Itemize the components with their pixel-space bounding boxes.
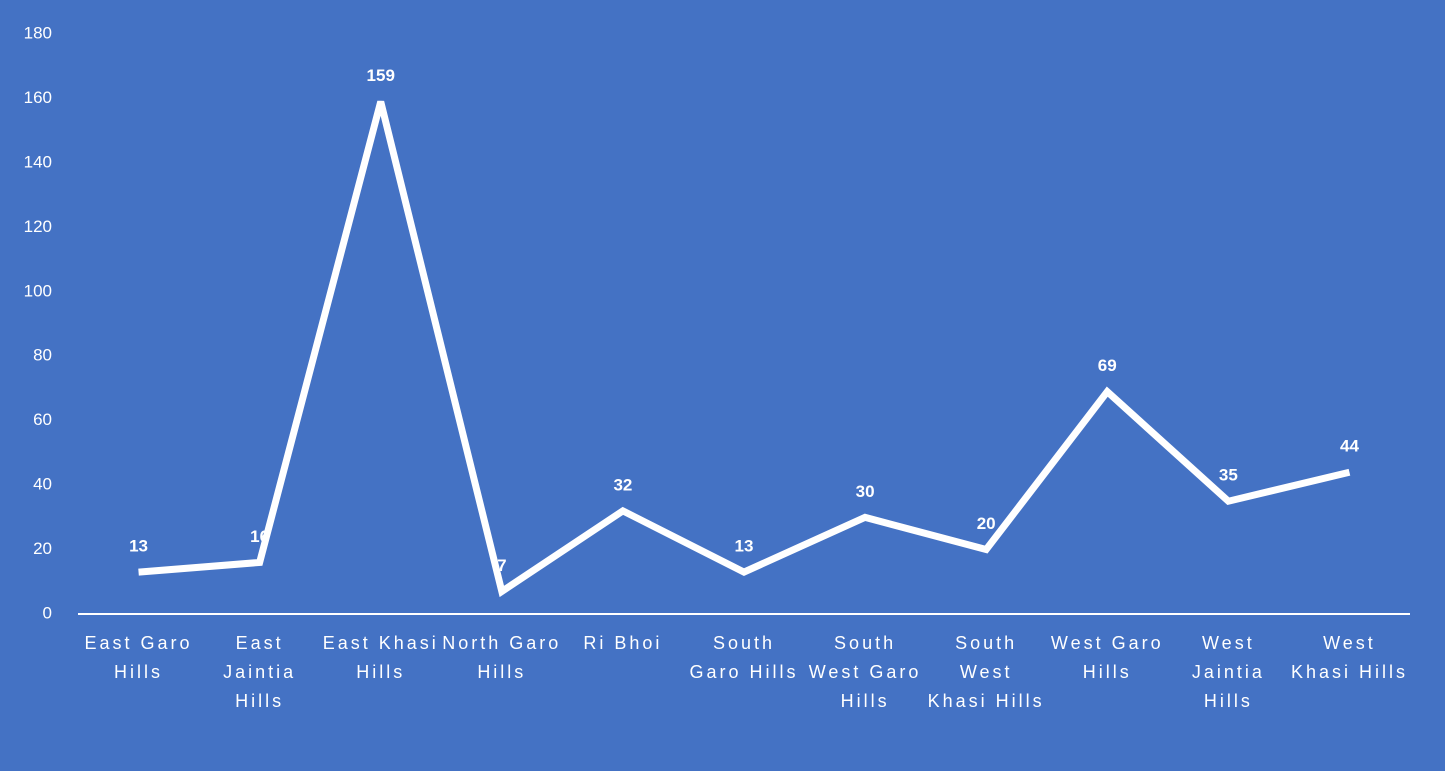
data-label: 159 [367, 66, 395, 85]
line [138, 100, 1351, 598]
data-label: 7 [497, 556, 506, 575]
data-label: 35 [1219, 466, 1238, 485]
y-tick-label: 40 [33, 475, 52, 494]
data-label: 13 [129, 537, 148, 556]
x-tick-label: East Khasi Hills [322, 633, 439, 682]
data-label: 16 [250, 527, 269, 546]
y-tick-label: 60 [33, 410, 52, 429]
data-label: 13 [735, 537, 754, 556]
data-label: 69 [1098, 356, 1117, 375]
data-label: 32 [613, 475, 632, 494]
x-tick-label: South Garo Hills [689, 633, 799, 682]
y-tick-label: 180 [24, 23, 52, 42]
y-tick-label: 160 [24, 88, 52, 107]
data-label: 30 [856, 482, 875, 501]
x-tick-label: East Jaintia Hills [223, 633, 297, 711]
y-tick-label: 100 [24, 281, 52, 300]
x-tick-label: West Garo Hills [1050, 633, 1164, 682]
x-tick-label: West Khasi Hills [1290, 633, 1408, 682]
x-tick-label: West Jaintia Hills [1191, 633, 1265, 711]
y-tick-label: 20 [33, 539, 52, 558]
y-tick-label: 80 [33, 346, 52, 365]
data-label: 20 [977, 514, 996, 533]
y-tick-label: 0 [43, 603, 52, 622]
y-tick-label: 120 [24, 217, 52, 236]
x-tick-label: Ri Bhoi [583, 633, 663, 653]
x-tick-label: South West Khasi Hills [927, 633, 1045, 711]
x-tick-label: East Garo Hills [84, 633, 193, 682]
y-tick-label: 140 [24, 152, 52, 171]
x-tick-label: North Garo Hills [442, 633, 562, 682]
data-label: 44 [1340, 437, 1359, 456]
x-tick-label: South West Garo Hills [808, 633, 922, 711]
